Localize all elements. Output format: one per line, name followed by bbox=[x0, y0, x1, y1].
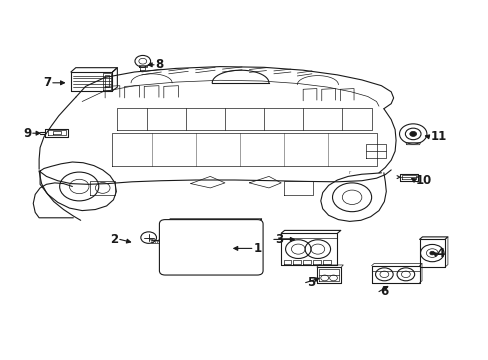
Text: 6: 6 bbox=[380, 285, 388, 298]
Text: 11: 11 bbox=[430, 130, 446, 143]
Text: 8: 8 bbox=[155, 58, 163, 71]
Text: 9: 9 bbox=[23, 127, 31, 140]
Text: 4: 4 bbox=[436, 247, 444, 260]
Text: 10: 10 bbox=[415, 174, 431, 186]
Circle shape bbox=[429, 251, 434, 255]
FancyBboxPatch shape bbox=[159, 220, 263, 275]
Text: 2: 2 bbox=[110, 233, 118, 246]
Text: 3: 3 bbox=[275, 233, 283, 246]
Text: 5: 5 bbox=[306, 276, 315, 289]
Text: 7: 7 bbox=[43, 76, 51, 89]
Text: 1: 1 bbox=[253, 242, 261, 255]
Circle shape bbox=[409, 131, 416, 136]
Text: r: r bbox=[347, 170, 350, 175]
